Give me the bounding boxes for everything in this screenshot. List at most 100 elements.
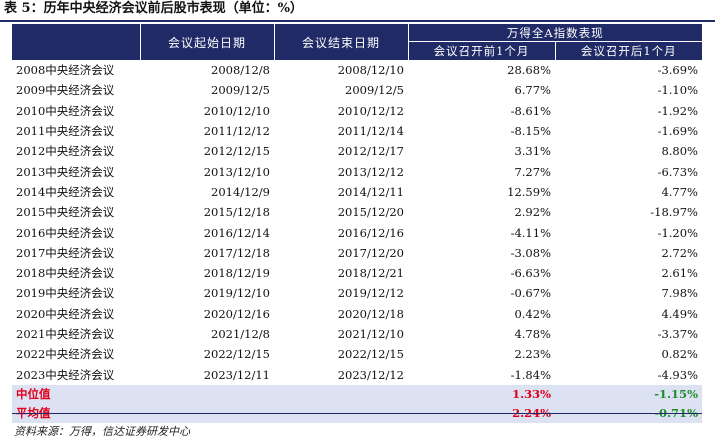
- bottom-divider: [12, 413, 702, 414]
- before-return-cell: 12.59%: [507, 184, 551, 199]
- meeting-name-cell: 2022中央经济会议: [16, 347, 115, 362]
- start-date-cell: 2010/12/10: [203, 103, 270, 118]
- meeting-name-cell: 2014中央经济会议: [16, 184, 115, 199]
- table-row: 2018中央经济会议 2018/12/19 2018/12/21 -6.63% 2.61…: [12, 263, 702, 283]
- after-return-cell: -1.92%: [657, 103, 698, 118]
- start-date-cell: 2014/12/9: [211, 184, 270, 199]
- end-date-cell: 2022/12/15: [337, 347, 404, 362]
- before-return-cell: -8.61%: [510, 103, 551, 118]
- end-date-cell: 2012/12/17: [337, 144, 404, 159]
- stat-empty-cell: [140, 384, 274, 404]
- end-date-cell: 2023/12/12: [337, 367, 404, 382]
- start-date-cell: 2012/12/15: [203, 144, 270, 159]
- table-row: 2010中央经济会议 2010/12/10 2010/12/12 -8.61% -1.9…: [12, 101, 702, 121]
- meeting-name-cell: 2021中央经济会议: [16, 327, 115, 341]
- table-row: 2013中央经济会议 2013/12/10 2013/12/12 7.27% -6.73…: [12, 161, 702, 181]
- before-return-cell: 7.27%: [514, 164, 551, 179]
- start-date-cell: 2015/12/18: [203, 205, 270, 220]
- start-date-cell: 2009/12/5: [211, 83, 270, 98]
- end-date-cell: 2013/12/12: [337, 164, 404, 179]
- meeting-name-cell: 2012中央经济会议: [16, 144, 115, 159]
- start-date-cell: 2016/12/14: [203, 225, 270, 240]
- end-date-cell: 2010/12/12: [337, 103, 404, 118]
- header-blank-top: [12, 24, 140, 42]
- source-note: 资料来源：万得，信达证券研发中心: [14, 425, 190, 438]
- table-body: 2008中央经济会议 2008/12/8 2008/12/10 28.68% -3.69…: [12, 60, 702, 423]
- after-return-cell: 4.49%: [661, 306, 698, 321]
- meeting-name-cell: 2008中央经济会议: [16, 63, 115, 78]
- after-return-cell: -3.37%: [657, 327, 698, 341]
- header-end-date: 会议结束日期: [273, 24, 408, 60]
- meeting-name-cell: 2010中央经济会议: [16, 103, 115, 118]
- meeting-name-cell: 2009中央经济会议: [16, 83, 115, 98]
- end-date-cell: 2020/12/18: [337, 306, 404, 321]
- start-date-cell: 2022/12/15: [203, 347, 270, 362]
- end-date-cell: 2021/12/10: [337, 327, 404, 341]
- table-row: 2009中央经济会议 2009/12/5 2009/12/5 6.77% -1.10%: [12, 80, 702, 100]
- table-row: 2015中央经济会议 2015/12/18 2015/12/20 2.92% -18.9…: [12, 202, 702, 222]
- before-return-cell: -1.84%: [510, 367, 551, 382]
- before-return-cell: 2.23%: [514, 347, 551, 362]
- start-date-cell: 2013/12/10: [203, 164, 270, 179]
- after-return-cell: 0.82%: [661, 347, 698, 362]
- after-return-cell: 4.77%: [661, 184, 698, 199]
- end-date-cell: 2017/12/20: [337, 245, 404, 260]
- before-return-cell: 28.68%: [507, 63, 551, 78]
- after-return-cell: 2.61%: [661, 266, 698, 281]
- table-row: 2017中央经济会议 2017/12/18 2017/12/20 -3.08% 2.72…: [12, 243, 702, 263]
- start-date-cell: 2023/12/11: [203, 367, 270, 382]
- start-date-cell: 2018/12/19: [203, 266, 270, 281]
- table-row: 2011中央经济会议 2011/12/12 2011/12/14 -8.15% -1.6…: [12, 121, 702, 141]
- header-before-month: 会议召开前1个月: [407, 41, 555, 60]
- meeting-name-cell: 2023中央经济会议: [16, 367, 115, 382]
- after-return-cell: -3.69%: [657, 63, 698, 78]
- meeting-name-cell: 2015中央经济会议: [16, 205, 115, 220]
- before-return-cell: -4.11%: [510, 225, 551, 240]
- stat-row: 中位值 1.33% -1.15%: [12, 384, 702, 404]
- start-date-cell: 2021/12/8: [211, 327, 270, 341]
- before-return-cell: 0.42%: [514, 306, 551, 321]
- meeting-name-cell: 2011中央经济会议: [16, 124, 115, 139]
- header-start-date: 会议起始日期: [139, 24, 274, 60]
- stat-before-cell: 1.33%: [408, 384, 555, 404]
- table-row: 2022中央经济会议 2022/12/15 2022/12/15 2.23% 0.82%: [12, 344, 702, 364]
- before-return-cell: 3.31%: [514, 144, 551, 159]
- start-date-cell: 2019/12/10: [203, 286, 270, 301]
- before-return-cell: 2.92%: [514, 205, 551, 220]
- table-row: 2019中央经济会议 2019/12/10 2019/12/12 -0.67% 7.98…: [12, 283, 702, 303]
- before-return-cell: -8.15%: [510, 124, 551, 139]
- before-return-cell: 6.77%: [514, 83, 551, 98]
- header-index-group: 万得全A指数表现: [407, 24, 702, 42]
- table-row: 2023中央经济会议 2023/12/11 2023/12/12 -1.84% -4.9…: [12, 364, 702, 384]
- table-title: 表 5：历年中央经济会议前后股市表现（单位：%）: [4, 1, 303, 16]
- after-return-cell: -18.97%: [650, 205, 698, 220]
- after-return-cell: -6.73%: [657, 164, 698, 179]
- stat-name-cell: 中位值: [12, 384, 140, 404]
- end-date-cell: 2009/12/5: [345, 83, 404, 98]
- meeting-name-cell: 2013中央经济会议: [16, 164, 115, 179]
- meeting-name-cell: 2017中央经济会议: [16, 245, 115, 260]
- start-date-cell: 2011/12/12: [203, 124, 270, 139]
- end-date-cell: 2016/12/16: [337, 225, 404, 240]
- before-return-cell: 4.78%: [514, 327, 551, 341]
- before-return-cell: -6.63%: [510, 266, 551, 281]
- start-date-cell: 2017/12/18: [203, 245, 270, 260]
- header-after-month: 会议召开后1个月: [554, 41, 702, 60]
- after-return-cell: 2.72%: [661, 245, 698, 260]
- end-date-cell: 2018/12/21: [337, 266, 404, 281]
- header-blank-bottom: [12, 41, 140, 60]
- end-date-cell: 2011/12/14: [337, 124, 404, 139]
- before-return-cell: -0.67%: [510, 286, 551, 301]
- meeting-name-cell: 2019中央经济会议: [16, 286, 115, 301]
- table-row: 2012中央经济会议 2012/12/15 2012/12/17 3.31% 8.80%: [12, 141, 702, 161]
- after-return-cell: 7.98%: [661, 286, 698, 301]
- end-date-cell: 2019/12/12: [337, 286, 404, 301]
- meeting-name-cell: 2020中央经济会议: [16, 306, 115, 321]
- after-return-cell: -1.69%: [657, 124, 698, 139]
- table-row: 2016中央经济会议 2016/12/14 2016/12/16 -4.11% -1.2…: [12, 222, 702, 242]
- header-row-top: 会议起始日期 会议结束日期 万得全A指数表现: [12, 24, 702, 60]
- stat-empty-cell: [274, 384, 408, 404]
- start-date-cell: 2020/12/16: [203, 306, 270, 321]
- start-date-cell: 2008/12/8: [211, 63, 270, 78]
- meeting-name-cell: 2016中央经济会议: [16, 225, 115, 240]
